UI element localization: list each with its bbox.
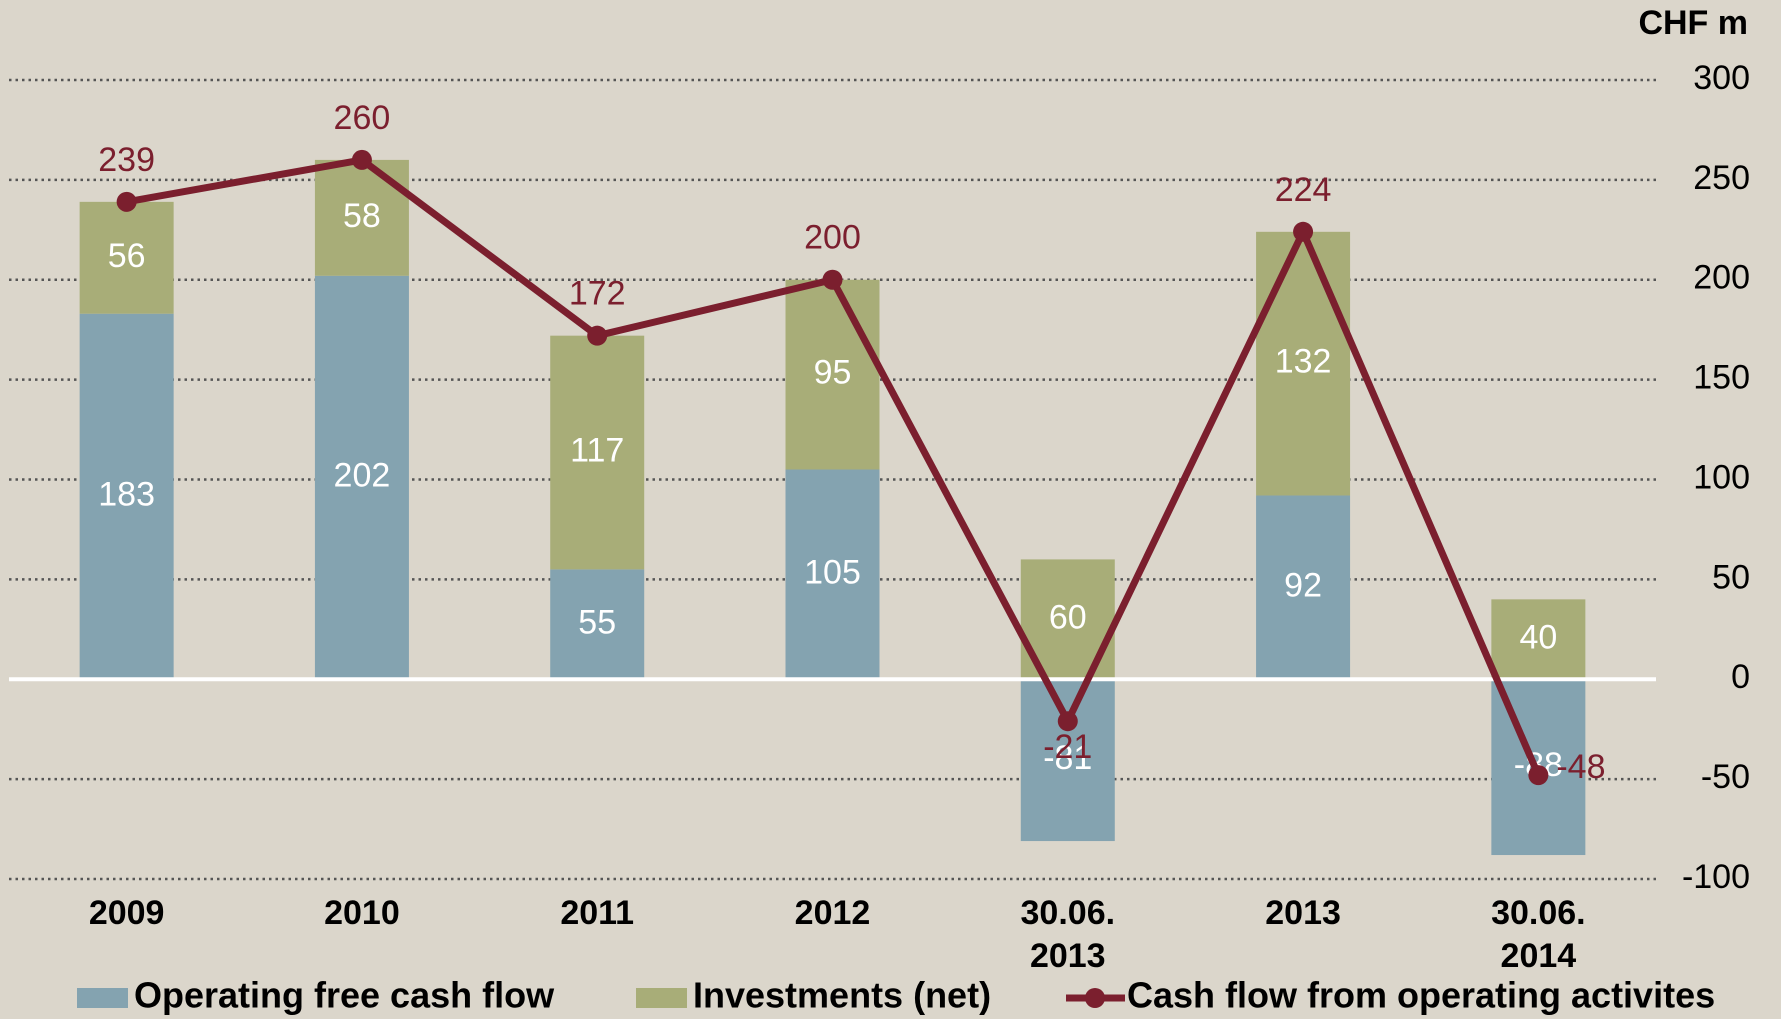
y-tick-label: -100 [1682,858,1750,896]
bar [1256,231,1351,496]
y-tick-label: 0 [1731,658,1750,696]
y-tick-label: 50 [1712,558,1750,596]
bar-value-label: 105 [804,553,861,591]
y-tick-label: -50 [1701,758,1750,796]
line-point [1057,711,1078,732]
line-value-label: -48 [1556,748,1605,786]
bar-value-label: 58 [343,197,381,235]
bar [550,335,645,570]
bar-value-label: 202 [334,456,391,494]
x-tick-label: 30.06. 2014 [1491,894,1586,975]
legend-label: Cash flow from operating activites [1127,975,1715,1016]
y-tick-label: 250 [1693,159,1750,197]
legend-swatch-marker [1085,988,1105,1008]
unit-label: CHF m [1638,4,1748,42]
bar-value-label: 60 [1049,598,1087,636]
y-tick-label: 200 [1693,259,1750,297]
x-tick-label: 2010 [324,894,400,932]
line-value-label: -21 [1043,728,1092,766]
bar [785,279,880,470]
bar [785,469,880,680]
x-tick-label: 2013 [1265,894,1341,932]
y-tick-label: 100 [1693,458,1750,496]
y-tick-label: 300 [1693,59,1750,97]
x-tick-label: 30.06. 2013 [1021,894,1116,975]
bar [550,569,645,680]
x-tick-label: 2012 [795,894,871,932]
bar [79,313,174,680]
line-point [351,149,372,170]
grid [9,78,1656,881]
bar-value-label: 132 [1275,343,1332,381]
line-point [822,269,843,290]
line-value-label: 224 [1275,171,1332,209]
bar-value-label: 40 [1519,618,1557,656]
line-point [1293,221,1314,242]
bar-value-label: -81 [1043,739,1092,777]
line-point [116,191,137,212]
bar-value-label: 183 [98,475,155,513]
line-value-label: 172 [569,275,626,313]
bar-value-label: 56 [108,237,146,275]
line-value-label: 260 [334,99,391,137]
bars [79,159,1586,856]
x-tick-label: 2009 [89,894,165,932]
bar [1020,679,1115,842]
bar [79,201,174,314]
line-point [1528,765,1549,786]
line-point [587,325,608,346]
bar-value-label: 55 [578,603,616,641]
bar-value-label: 92 [1284,566,1322,604]
legend-label: Investments (net) [693,975,991,1016]
legend-swatch [77,988,128,1008]
x-tick-label: 2011 [560,894,634,932]
bar [1256,495,1351,680]
line-value-label: 239 [98,141,155,179]
bar [314,275,409,680]
legend-swatch [636,988,687,1008]
line-value-label: 200 [804,219,861,257]
bar [1491,599,1586,680]
y-tick-label: 150 [1693,359,1750,397]
bar-value-label: 95 [814,354,852,392]
legend-label: Operating free cash flow [134,975,555,1016]
bar-value-label: 117 [570,432,624,470]
